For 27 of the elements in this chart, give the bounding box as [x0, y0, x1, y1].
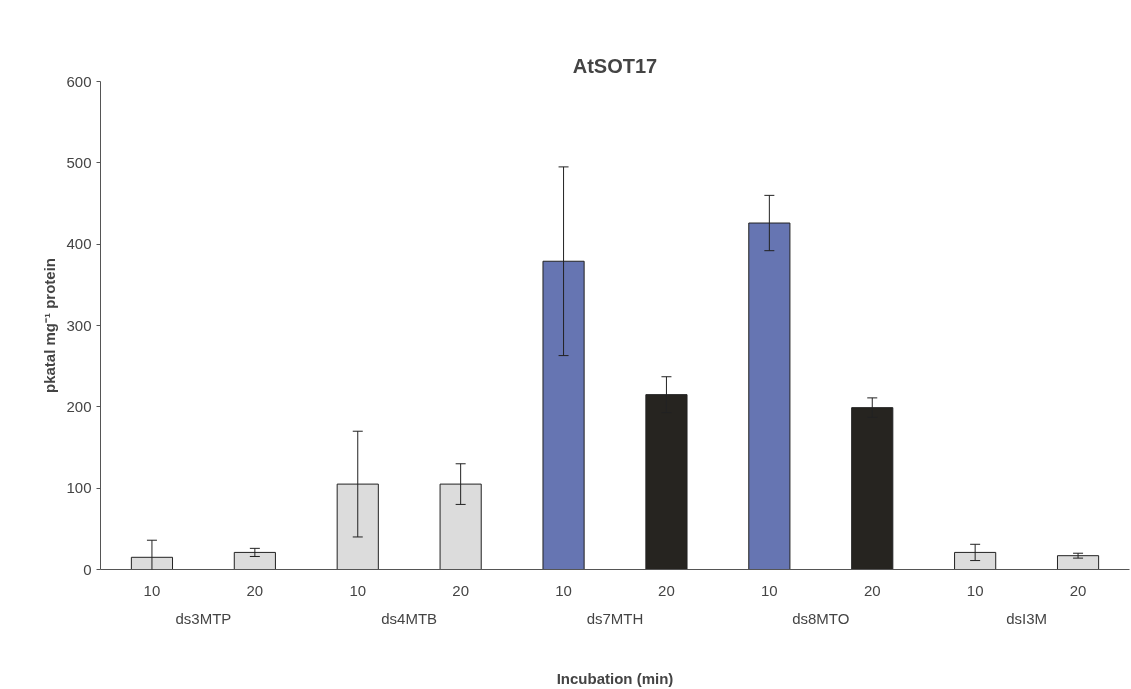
x-tick-label: 10	[555, 581, 572, 599]
text: ds4MTB	[381, 609, 438, 627]
text: ds3MTP	[175, 609, 232, 627]
x-tick-label: 20	[1069, 581, 1087, 599]
x-tick-label: 10	[966, 581, 984, 599]
x-tick-label: 10	[349, 581, 367, 599]
text: ds7MTH	[586, 609, 644, 627]
x-axis-title: Incubation (min)	[556, 669, 674, 687]
x-tick-label: 20	[246, 581, 264, 599]
y-tick-label: 0	[83, 560, 92, 578]
x-tick-label: 10	[143, 581, 161, 599]
y-tick-label: 200	[66, 397, 92, 415]
x-tick-label: 10	[761, 581, 778, 599]
bar	[1056, 555, 1100, 570]
x-tick-label: 20	[863, 581, 881, 599]
text: ds8MTO	[792, 609, 850, 627]
text: dsI3M	[1006, 609, 1048, 627]
y-tick-label: 100	[66, 479, 92, 497]
y-tick-label: 300	[66, 316, 92, 334]
y-axis-title: pkatal mg⁻¹ protein	[41, 257, 59, 394]
x-tick-label: 20	[658, 581, 675, 599]
y-tick-label: 500	[66, 153, 92, 171]
bar	[233, 551, 276, 570]
chart-title: AtSOT17	[572, 54, 658, 77]
x-tick-label: 20	[452, 581, 469, 599]
y-tick-label: 600	[66, 72, 92, 90]
y-tick-label: 400	[66, 235, 92, 253]
